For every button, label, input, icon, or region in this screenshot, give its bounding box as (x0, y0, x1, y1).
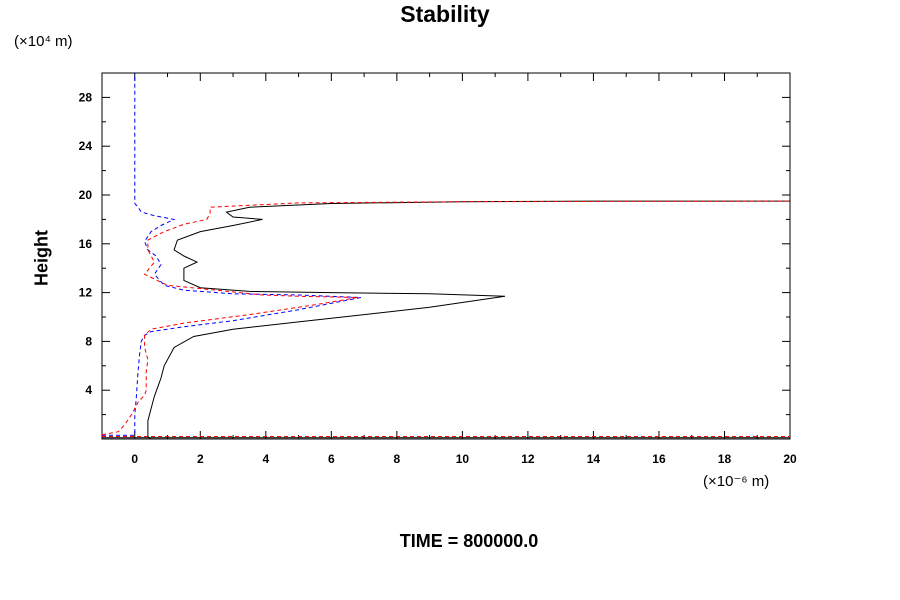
y-tick-label: 8 (85, 334, 92, 348)
y-tick-label: 4 (85, 383, 92, 397)
x-tick-label: 10 (456, 452, 470, 466)
y-tick-label: 12 (79, 286, 93, 300)
y-tick-label: 28 (79, 90, 93, 104)
x-tick-label: 6 (328, 452, 335, 466)
x-tick-label: 18 (718, 452, 732, 466)
series-line-0 (147, 200, 790, 439)
y-tick-label: 20 (79, 188, 93, 202)
x-tick-label: 20 (783, 452, 797, 466)
x-tick-label: 14 (587, 452, 601, 466)
x-tick-label: 8 (394, 452, 401, 466)
plot-lines (102, 73, 790, 439)
x-tick-label: 16 (652, 452, 666, 466)
plot-frame (101, 72, 791, 440)
x-axis-unit: (×10⁻⁶ m) (703, 473, 770, 490)
y-tick-label: 24 (79, 139, 93, 153)
time-label: TIME = 800000.0 (399, 531, 539, 551)
x-tick-label: 2 (197, 452, 204, 466)
y-tick-label: 16 (79, 237, 93, 251)
x-tick-label: 4 (262, 452, 269, 466)
x-tick-label: 12 (521, 452, 535, 466)
chart-title: Stability (400, 1, 490, 27)
series-line-2 (102, 200, 790, 436)
series-line-1 (102, 73, 361, 436)
y-axis-unit: (×10⁴ m) (14, 33, 73, 50)
x-tick-label: 0 (131, 452, 138, 466)
